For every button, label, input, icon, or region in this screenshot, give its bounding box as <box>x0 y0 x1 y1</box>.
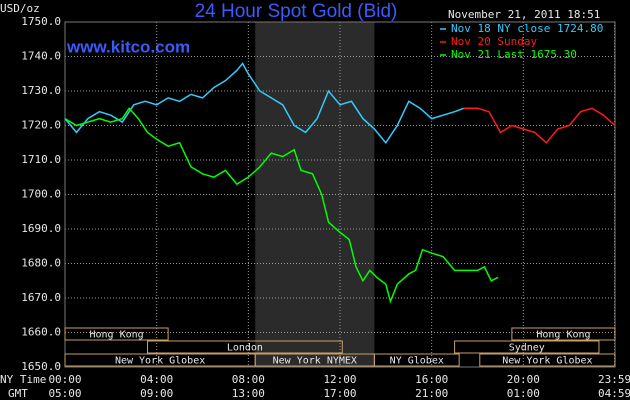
x-tick-label: 04:00 <box>140 373 173 386</box>
series-line <box>463 107 616 144</box>
x-tick-label-gmt: 04:59 <box>598 387 630 400</box>
chart-title: 24 Hour Spot Gold (Bid) <box>195 1 398 22</box>
y-tick-label: 1690.0 <box>21 222 61 235</box>
watermark: www.kitco.com <box>66 37 190 56</box>
session-label: Hong Kong <box>89 330 143 341</box>
session-box <box>373 353 460 367</box>
session-box <box>479 353 616 367</box>
session-box <box>147 340 343 354</box>
y-tick-label: 1670.0 <box>21 291 61 304</box>
x-tick-label-gmt: 17:00 <box>323 387 356 400</box>
session-label: NY Globex <box>390 356 444 367</box>
x-tick-label-gmt: 01:00 <box>507 387 540 400</box>
session-label: Sydney <box>509 343 545 354</box>
y-tick-label: 1660.0 <box>21 326 61 339</box>
session-box <box>64 327 169 341</box>
y-tick-label: 1730.0 <box>21 84 61 97</box>
x-tick-label-gmt: 05:00 <box>48 387 81 400</box>
legend-label: Nov 21 Last 1675.30 <box>451 48 577 61</box>
y-tick-label: 1740.0 <box>21 50 61 63</box>
timestamp: November 21, 2011 18:51 <box>448 8 600 21</box>
y-tick-label: 1720.0 <box>21 119 61 132</box>
x-tick-label-gmt: 09:00 <box>140 387 173 400</box>
x-tick-label: 16:00 <box>415 373 448 386</box>
session-box <box>454 340 600 354</box>
session-label: New York Globex <box>502 356 592 367</box>
x-tick-label: 08:00 <box>232 373 265 386</box>
session-box <box>511 327 616 341</box>
series-line <box>64 62 465 145</box>
y-tick-label: 1710.0 <box>21 153 61 166</box>
series-line <box>64 107 499 304</box>
session-label: London <box>227 343 263 354</box>
y-tick-label: 1680.0 <box>21 257 61 270</box>
y-tick-label: 1700.0 <box>21 188 61 201</box>
y-unit: USD/oz <box>0 2 40 15</box>
session-label: New York Globex <box>115 356 205 367</box>
x-axis-label: GMT <box>8 387 28 400</box>
legend-label: Nov 20 Sunday <box>451 35 537 48</box>
legend-label: Nov 18 NY close 1724.80 <box>451 22 603 35</box>
y-tick-label: 1650.0 <box>21 360 61 373</box>
x-tick-label: 00:00 <box>48 373 81 386</box>
y-tick-label: 1750.0 <box>21 15 61 28</box>
session-label: New York NYMEX <box>273 356 357 367</box>
plot-frame <box>64 21 616 368</box>
x-tick-label: 20:00 <box>507 373 540 386</box>
session-label: Hong Kong <box>536 330 590 341</box>
x-tick-label: 12:00 <box>323 373 356 386</box>
x-tick-label: 23:59 <box>598 373 630 386</box>
x-tick-label-gmt: 13:00 <box>232 387 265 400</box>
x-tick-label-gmt: 21:00 <box>415 387 448 400</box>
x-axis-label: NY Time <box>0 373 46 386</box>
